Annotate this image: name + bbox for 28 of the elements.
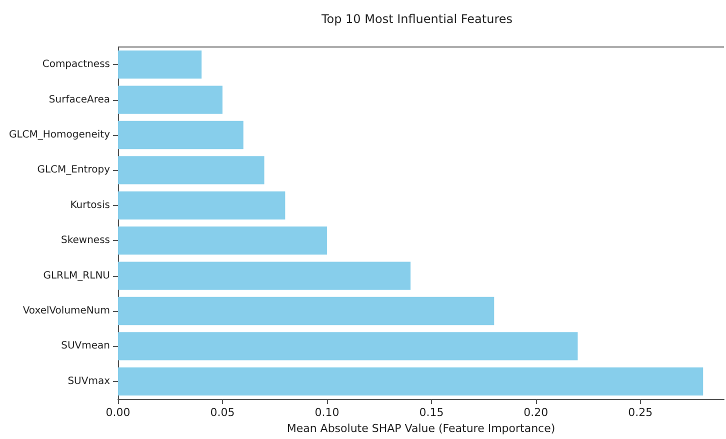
y-tick-label: VoxelVolumeNum <box>22 306 110 316</box>
bar <box>118 50 202 79</box>
y-tick-label: GLCM_Entropy <box>37 164 110 176</box>
y-tick-label: Compactness <box>42 59 110 70</box>
y-tick-label: GLRLM_RLNU <box>43 270 110 282</box>
bar <box>118 296 494 326</box>
x-tick-label: 0.00 <box>106 406 130 419</box>
bar <box>118 367 704 396</box>
bar <box>118 332 578 360</box>
bar <box>118 156 264 184</box>
x-tick-label: 0.20 <box>524 406 548 419</box>
x-tick-label: 0.15 <box>419 406 444 419</box>
bar <box>118 120 244 150</box>
y-tick-label: SUVmean <box>61 340 110 352</box>
y-tick-label: SUVmax <box>68 376 110 387</box>
bar <box>118 226 327 255</box>
y-tick-label: Skewness <box>60 235 110 246</box>
bar <box>118 86 222 114</box>
x-tick-label: 0.10 <box>314 406 340 419</box>
chart-title: Top 10 Most Influential Features <box>320 12 513 26</box>
bar <box>118 262 411 290</box>
y-tick-label: SurfaceArea <box>48 94 110 106</box>
x-tick-label: 0.05 <box>210 406 235 419</box>
x-axis-title: Mean Absolute SHAP Value (Feature Importance) <box>286 422 556 435</box>
y-tick-label: GLCM_Homogeneity <box>8 130 110 140</box>
y-tick-label: Kurtosis <box>70 200 110 211</box>
bar <box>118 191 286 220</box>
x-tick-label: 0.25 <box>628 406 653 419</box>
